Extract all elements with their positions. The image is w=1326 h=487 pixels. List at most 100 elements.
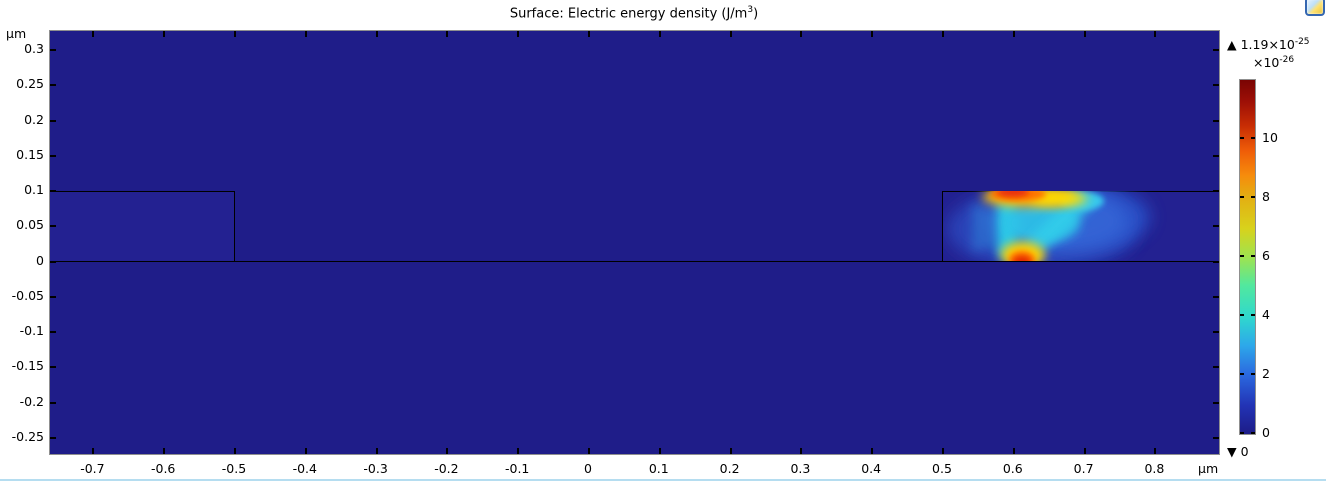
substrate-interface-line xyxy=(50,261,1219,262)
x-axis-tick-top xyxy=(92,31,95,37)
x-axis-tick-top xyxy=(163,31,166,37)
x-axis-tick-label: 0 xyxy=(584,461,592,476)
x-axis-tick-top xyxy=(1083,31,1086,37)
colorbar-tick xyxy=(1251,255,1255,257)
y-axis-unit: μm xyxy=(6,26,27,41)
x-axis-tick-top xyxy=(517,31,520,37)
y-axis-tick-label: 0.15 xyxy=(16,146,44,162)
x-axis-tick-top xyxy=(942,31,944,37)
x-axis-tick-top xyxy=(304,31,307,37)
y-axis-tick-label: -0.2 xyxy=(19,393,44,409)
colorbar-tick-label: 6 xyxy=(1262,248,1270,263)
x-axis-tick xyxy=(304,448,307,454)
colorbar-tick xyxy=(1240,373,1244,375)
plot-area[interactable] xyxy=(49,30,1220,455)
colorbar-scale-exponent: -26 xyxy=(1279,55,1295,65)
colorbar-tick xyxy=(1240,255,1244,257)
x-axis-tick-label: 0.7 xyxy=(1073,461,1094,476)
x-axis-tick xyxy=(163,448,166,454)
colorbar-tick xyxy=(1251,432,1255,434)
colorbar-tick xyxy=(1251,137,1255,139)
x-axis-tick-top xyxy=(871,31,874,37)
x-axis-tick-top xyxy=(1154,31,1157,37)
y-axis-tick xyxy=(50,225,56,228)
colorbar-tick xyxy=(1240,314,1244,316)
colorbar-tick-label: 4 xyxy=(1262,307,1270,322)
y-axis-tick-right xyxy=(1213,295,1219,298)
x-axis-tick-label: -0.5 xyxy=(221,461,247,476)
plot-title-suffix: ) xyxy=(753,6,759,22)
y-axis-tick xyxy=(50,401,56,404)
x-axis-tick-top xyxy=(658,31,661,37)
x-axis-tick xyxy=(234,448,236,454)
x-axis-tick xyxy=(1154,448,1157,454)
y-axis-tick-label: 0.2 xyxy=(24,111,44,127)
x-axis-tick xyxy=(1012,448,1015,454)
colorbar-min-value: 0 xyxy=(1240,444,1249,459)
x-axis-tick-label: 0.5 xyxy=(932,461,952,476)
plot-title-text: Surface: Electric energy density (J/m xyxy=(509,6,748,22)
y-axis-tick-label: -0.15 xyxy=(11,358,44,374)
plot-title-exponent: 3 xyxy=(747,5,754,15)
x-axis-tick-label: 0.4 xyxy=(861,461,882,476)
x-axis-tick-top xyxy=(729,31,732,37)
min-arrow-icon: ▼ xyxy=(1227,444,1237,459)
x-axis-tick xyxy=(375,448,378,454)
x-axis-tick xyxy=(658,448,661,454)
x-axis-tick-label: -0.6 xyxy=(150,461,176,476)
y-axis-tick xyxy=(50,331,56,333)
x-axis-tick-top xyxy=(234,31,236,37)
x-axis-tick-top xyxy=(375,31,378,37)
colorbar-tick-label: 0 xyxy=(1262,425,1270,440)
colorbar-tick xyxy=(1240,432,1244,434)
y-axis-tick-label: 0.3 xyxy=(24,41,44,56)
y-axis-tick xyxy=(50,260,56,263)
x-axis-tick-top xyxy=(800,31,803,37)
y-axis-tick-label: 0 xyxy=(36,252,44,268)
x-axis-tick-label: -0.3 xyxy=(363,461,388,476)
y-axis-tick xyxy=(50,119,56,122)
y-axis-tick-right xyxy=(1213,401,1219,404)
colorbar-min-marker: ▼ 0 xyxy=(1227,444,1249,459)
window-bottom-divider xyxy=(0,479,1326,481)
y-axis-tick xyxy=(50,366,56,369)
y-axis-tick-right xyxy=(1213,119,1219,122)
y-axis-tick-label: 0.25 xyxy=(16,76,44,92)
colorbar-max-value: 1.19×10 xyxy=(1240,37,1295,53)
x-axis-tick xyxy=(446,448,449,454)
y-axis-tick xyxy=(50,154,56,157)
colorbar-tick xyxy=(1240,196,1244,198)
colorbar-max-exponent: -25 xyxy=(1294,37,1310,47)
colorbar-tick-label: 10 xyxy=(1262,130,1278,145)
y-axis-tick-right xyxy=(1213,49,1219,51)
x-axis-tick-label: 0.1 xyxy=(648,461,669,476)
x-axis-tick xyxy=(92,448,95,454)
y-axis-tick-right xyxy=(1213,190,1219,192)
x-axis-tick xyxy=(729,448,732,454)
x-axis-tick xyxy=(1083,448,1086,454)
x-axis-tick xyxy=(871,448,874,454)
colorbar-tick-label: 2 xyxy=(1262,366,1270,381)
x-axis-unit: μm xyxy=(1198,461,1219,476)
x-axis-tick xyxy=(942,448,944,454)
y-axis-tick-right xyxy=(1213,84,1219,87)
colorbar-scale-mantissa: ×10 xyxy=(1253,55,1280,71)
colorbar-tick xyxy=(1251,373,1255,375)
y-axis-tick-label: -0.25 xyxy=(11,428,44,444)
y-axis-tick-right xyxy=(1213,225,1219,228)
y-axis-tick-label: -0.05 xyxy=(11,287,44,303)
x-axis-tick-label: -0.2 xyxy=(434,461,459,476)
colorbar xyxy=(1239,79,1256,435)
colorbar-tick xyxy=(1251,314,1255,316)
x-axis-tick-label: 0.2 xyxy=(719,461,740,476)
x-axis-tick-top xyxy=(1012,31,1015,37)
x-axis-tick-label: 0.3 xyxy=(790,461,811,476)
left-slab-region xyxy=(50,191,235,261)
x-axis-tick-label: -0.4 xyxy=(292,461,317,476)
x-axis-tick xyxy=(800,448,803,454)
x-axis-tick-top xyxy=(588,31,590,37)
y-axis-tick-right xyxy=(1213,154,1219,157)
plot-window-icon[interactable] xyxy=(1305,0,1325,16)
x-axis-tick-label: 0.8 xyxy=(1144,461,1165,476)
